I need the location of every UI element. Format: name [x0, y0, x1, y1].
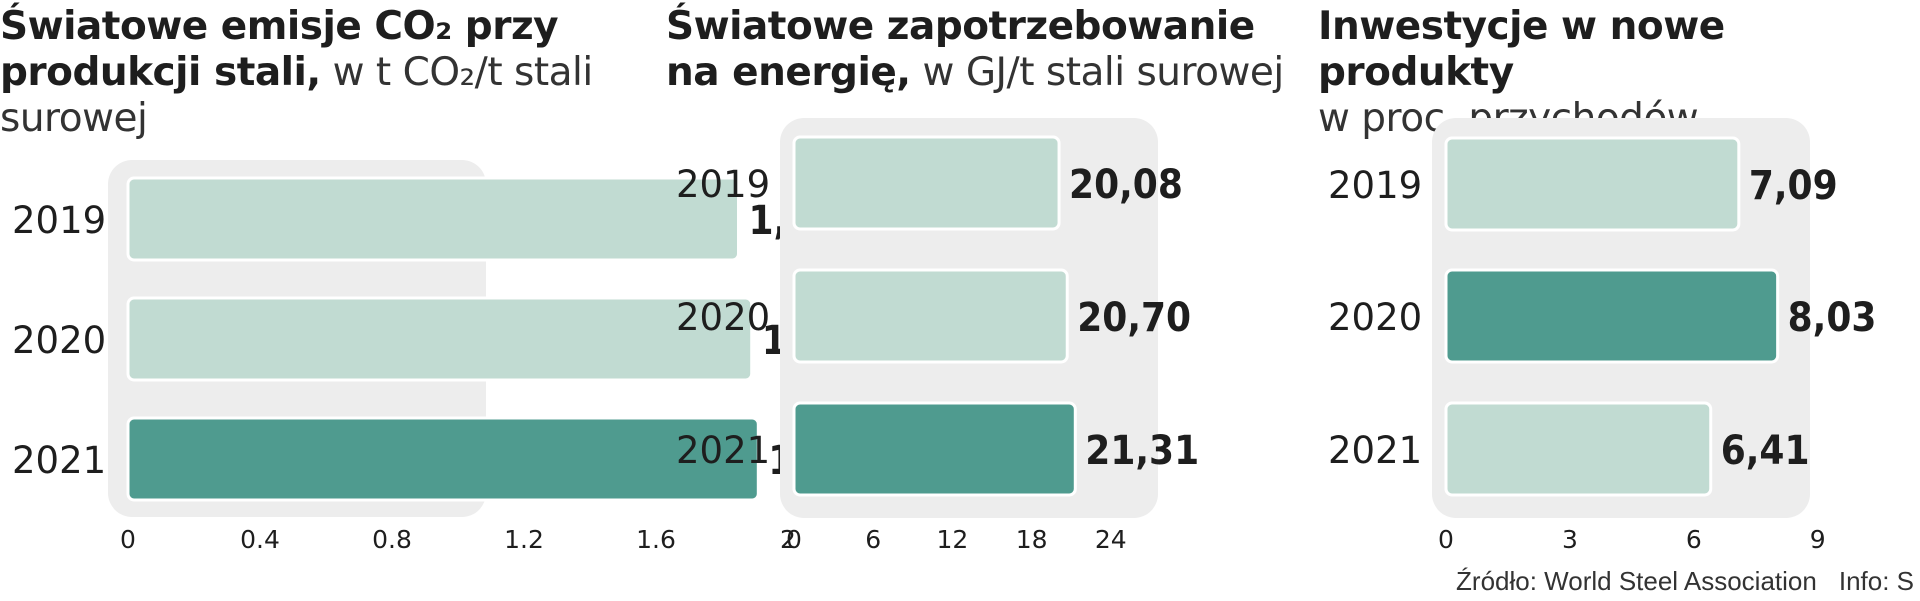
footer-credits: Źródło: World Steel Association Info: S [1456, 566, 1914, 597]
x-tick-label: 6 [1686, 525, 1702, 554]
x-tick-label: 24 [1095, 525, 1127, 554]
chart-title-subtitle: w GJ/t stali surowej [922, 50, 1285, 95]
category-label-2021: 2021 [12, 439, 106, 482]
bar-chart-investment: 2019 7,09 2020 8,03 2021 6,41 0 3 6 9 [1328, 118, 1877, 554]
x-tick-label: 0 [120, 525, 136, 554]
chart-title-subtitle: w t CO₂/t stali surowej [0, 50, 593, 141]
x-tick-label: 12 [936, 525, 968, 554]
category-label-2019: 2019 [12, 199, 106, 242]
value-label-2021: 21,31 [1085, 428, 1199, 474]
chart-title: Światowe emisje CO₂ przy produkcji stali… [0, 4, 600, 142]
x-tick-label: 2 [780, 525, 796, 554]
value-label-2019: 7,09 [1749, 163, 1838, 209]
category-label-2019: 2019 [676, 163, 770, 206]
x-tick-label: 1.6 [636, 525, 676, 554]
bar-2020 [792, 268, 1069, 364]
x-tick-label: 0.8 [372, 525, 412, 554]
category-label-2020: 2020 [12, 319, 106, 362]
chart-panel-energy: Światowe zapotrzebowanie na energię, w G… [666, 0, 1286, 560]
category-label-2021: 2021 [1328, 429, 1422, 472]
chart-title-bold: Światowe zapotrzebowanie na energię, [666, 4, 1255, 95]
chart-panel-investment: Inwestycje w nowe produkty w proc. przyc… [1318, 0, 1920, 560]
bar-chart-energy: 2019 20,08 2020 20,70 2021 21,31 0 6 12 18 24 [676, 118, 1199, 554]
bar-2021 [792, 401, 1077, 497]
bar-2019 [126, 176, 740, 262]
category-label-2020: 2020 [676, 296, 770, 339]
value-label-2021: 6,41 [1721, 428, 1810, 474]
chart-title: Światowe zapotrzebowanie na energię, w G… [666, 4, 1286, 96]
chart-title-bold: Inwestycje w nowe produkty [1318, 4, 1725, 95]
x-tick-label: 0.4 [240, 525, 280, 554]
x-tick-label: 1.2 [504, 525, 544, 554]
x-tick-label: 18 [1016, 525, 1048, 554]
category-label-2019: 2019 [1328, 164, 1422, 207]
x-tick-label: 9 [1810, 525, 1826, 554]
x-tick-label: 0 [1438, 525, 1454, 554]
bar-2021 [126, 416, 760, 502]
value-label-2019: 20,08 [1069, 162, 1183, 208]
bar-2019 [1444, 136, 1741, 232]
x-tick-label: 3 [1562, 525, 1578, 554]
source-note: Źródło: World Steel Association [1456, 566, 1817, 596]
category-label-2021: 2021 [676, 429, 770, 472]
value-label-2020: 20,70 [1077, 295, 1191, 341]
value-label-2020: 8,03 [1788, 295, 1877, 341]
bar-2019 [792, 135, 1061, 231]
bar-2021 [1444, 401, 1713, 497]
info-note: Info: S [1838, 566, 1914, 596]
chart-title-bold: Światowe emisje CO₂ przy produkcji stali… [0, 4, 559, 95]
x-tick-label: 0 [786, 525, 802, 554]
x-tick-label: 6 [865, 525, 881, 554]
bar-2020 [1444, 268, 1780, 364]
bar-2020 [126, 296, 754, 382]
chart-panel-emissions: Światowe emisje CO₂ przy produkcji stali… [0, 0, 857, 560]
category-label-2020: 2020 [1328, 296, 1422, 339]
bar-chart-emissions: 20191,8520201,8920211,9100.40.81.21.62 [12, 160, 857, 554]
